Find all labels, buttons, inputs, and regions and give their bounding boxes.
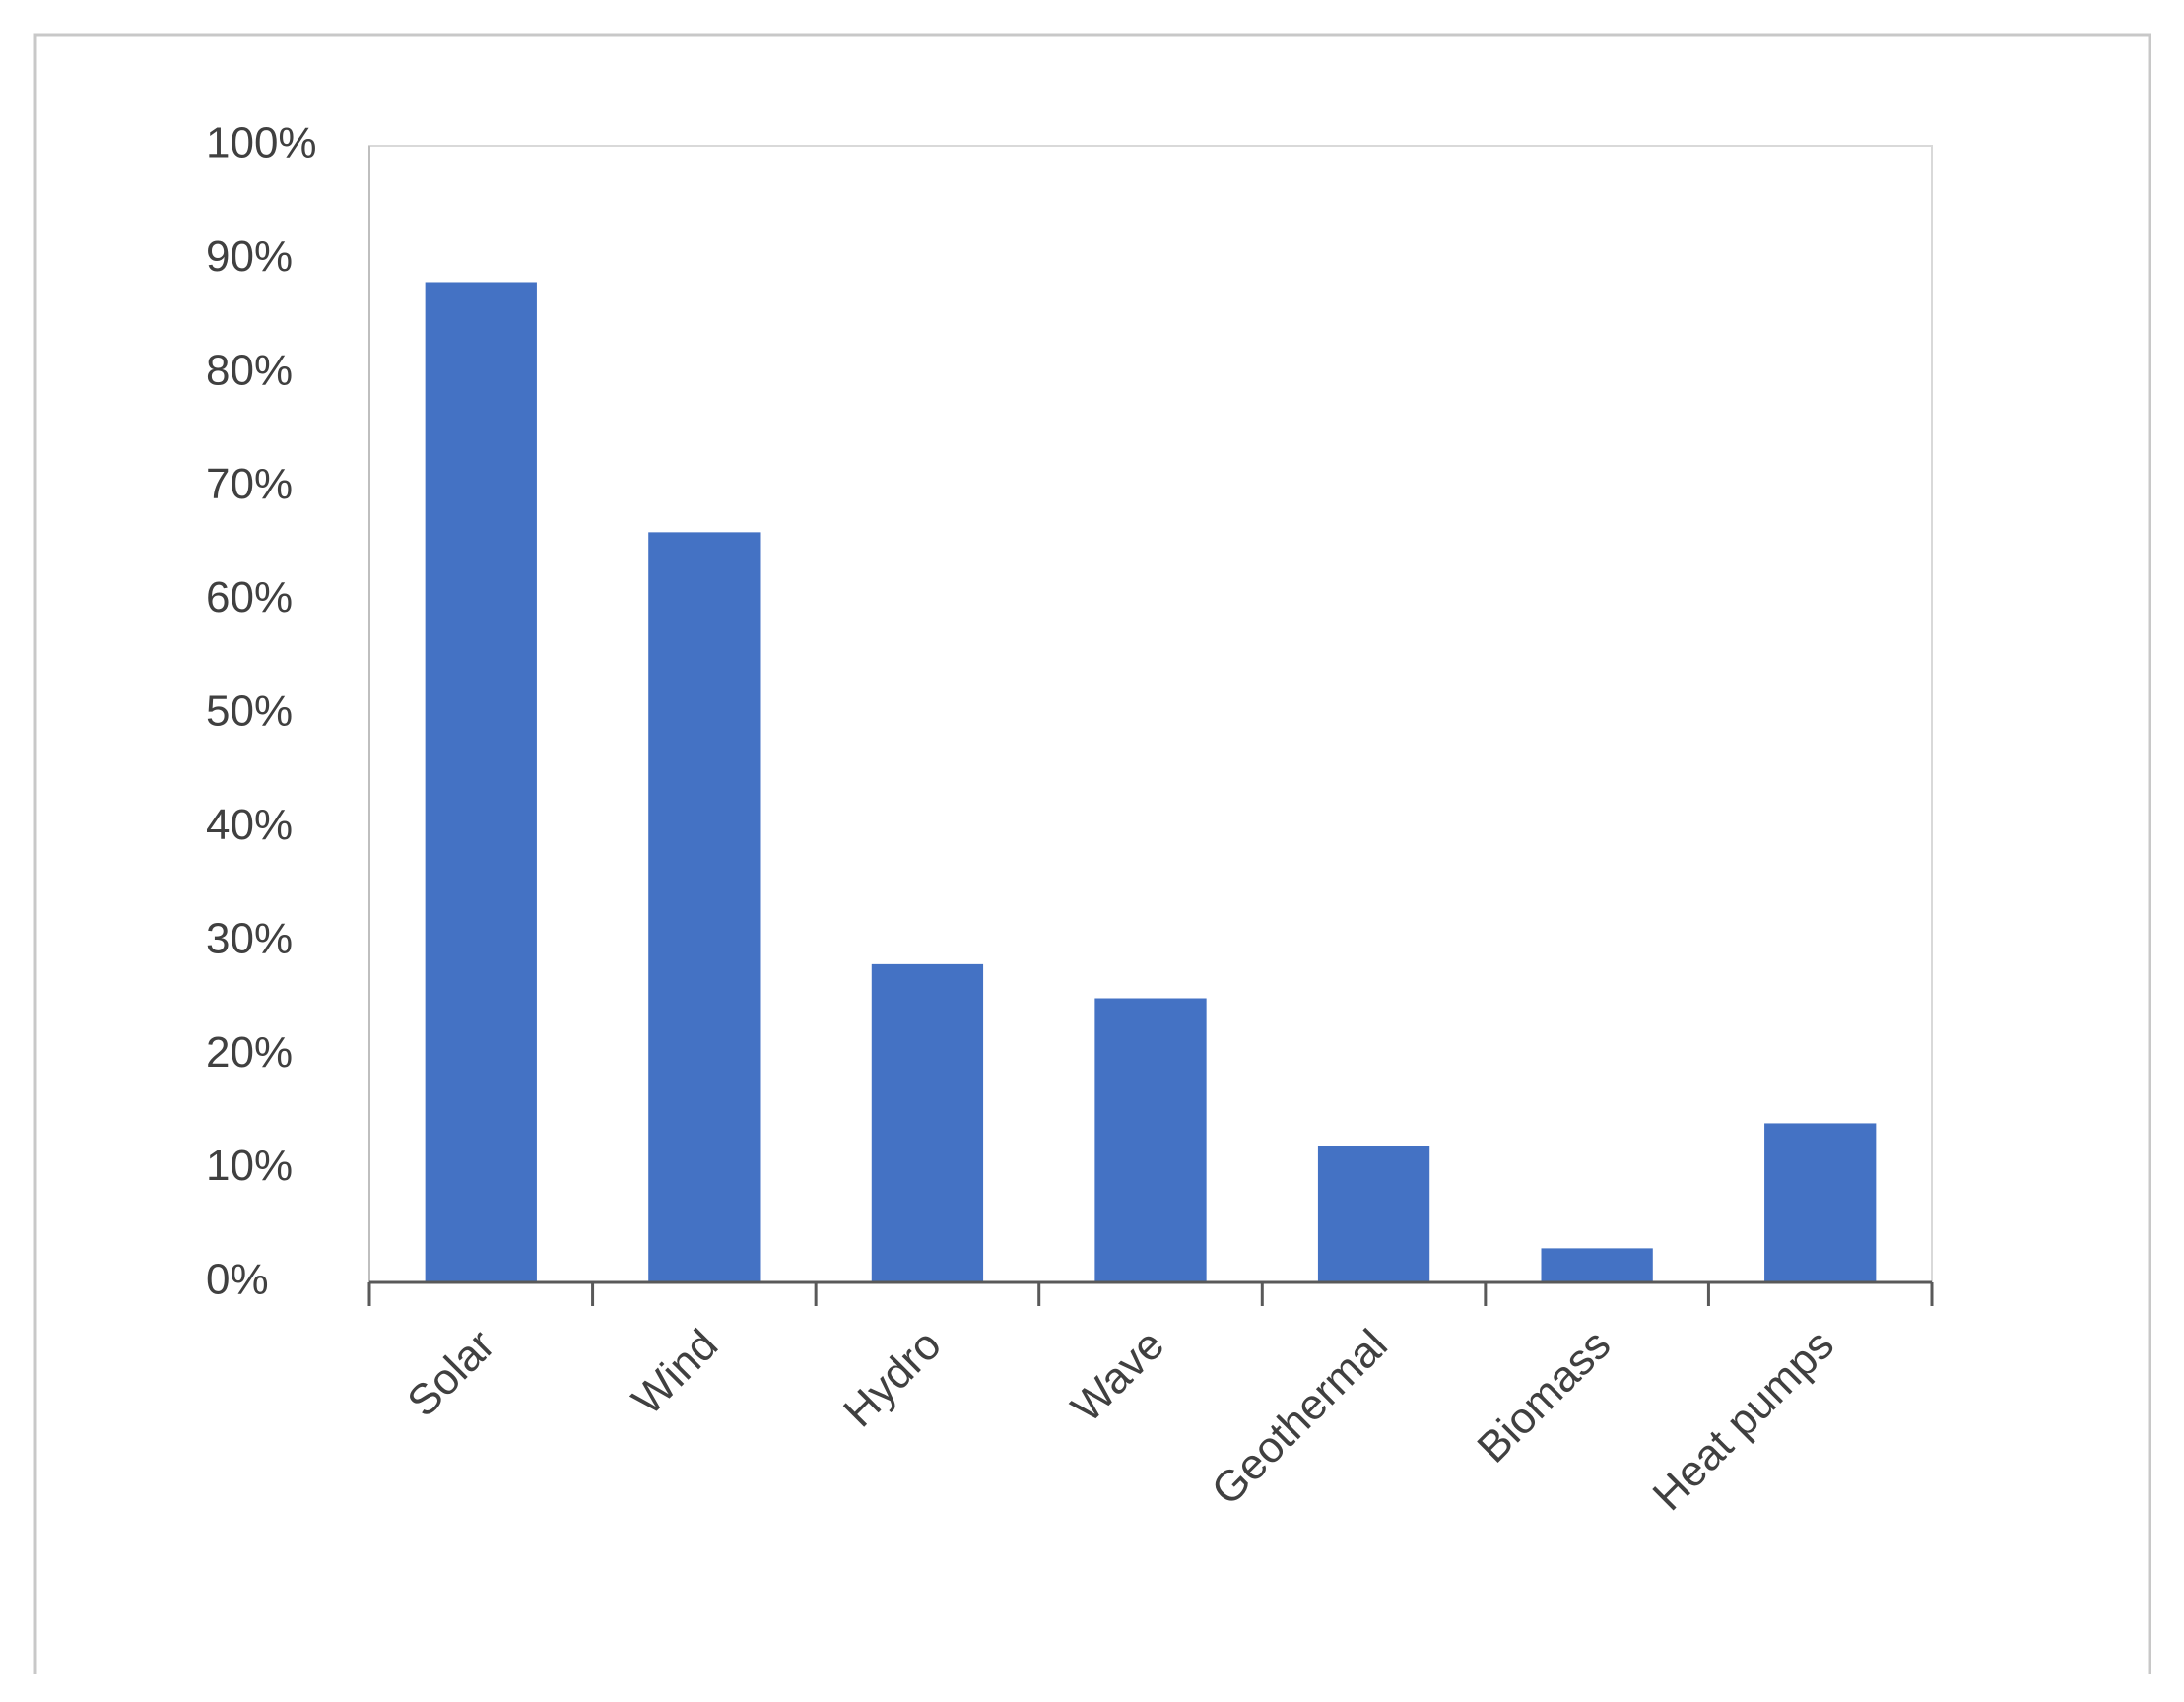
bar <box>1541 1248 1653 1282</box>
y-tick-label: 50% <box>206 687 293 736</box>
frame <box>33 33 2151 1674</box>
x-tick-label: Geothermal <box>1203 1321 1397 1515</box>
y-tick-label: 40% <box>206 801 293 849</box>
bar <box>871 963 984 1282</box>
x-tick-label: Solar <box>398 1321 503 1426</box>
bar <box>1094 998 1207 1282</box>
bar <box>1764 1123 1877 1282</box>
bar <box>1317 1146 1430 1282</box>
x-tick-label: Hydro <box>834 1321 951 1437</box>
y-tick-label: 10% <box>206 1142 293 1190</box>
x-tick-label: Biomass <box>1468 1321 1620 1473</box>
y-tick-label: 80% <box>206 346 293 394</box>
y-tick-label: 100% <box>206 119 317 167</box>
bar <box>648 532 761 1282</box>
y-tick-label: 60% <box>206 573 293 622</box>
y-tick-label: 90% <box>206 232 293 281</box>
y-tick-label: 20% <box>206 1028 293 1077</box>
y-tick-label: 70% <box>206 460 293 508</box>
bar <box>425 282 537 1283</box>
y-tick-label: 0% <box>206 1256 269 1304</box>
y-tick-label: 30% <box>206 914 293 962</box>
x-tick-label: Wave <box>1062 1321 1173 1432</box>
x-tick-label: Wind <box>624 1321 728 1425</box>
x-tick-label: Heat pumps <box>1644 1321 1843 1520</box>
